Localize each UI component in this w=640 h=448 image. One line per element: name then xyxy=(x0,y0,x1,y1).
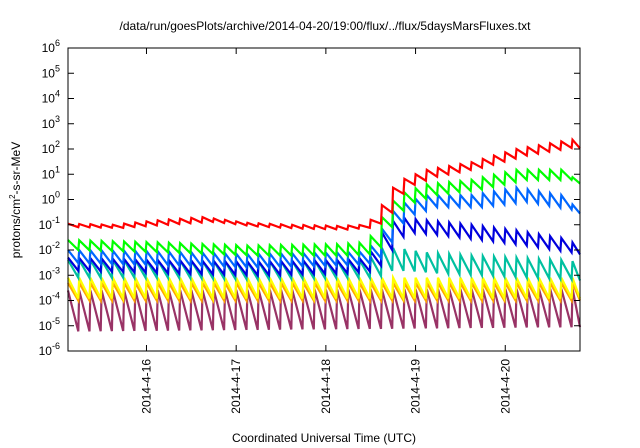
plot-frame xyxy=(67,47,581,352)
chart-title: /data/run/goesPlots/archive/2014-04-20/1… xyxy=(120,19,532,33)
y-tick-base: 10 xyxy=(39,319,53,333)
y-tick-label: 102 xyxy=(42,139,60,156)
y-tick-exponent: -3 xyxy=(52,265,60,275)
y-tick-base: 10 xyxy=(39,268,53,282)
y-tick-exponent: -5 xyxy=(52,316,60,326)
y-tick-exponent: 3 xyxy=(55,114,60,124)
y-tick-base: 10 xyxy=(42,66,56,80)
series-line xyxy=(67,137,581,231)
x-tick-label: 2014-4-18 xyxy=(319,359,333,414)
series-line xyxy=(67,167,581,259)
y-tick-base: 10 xyxy=(42,142,56,156)
y-tick-label: 100 xyxy=(42,190,60,207)
y-tick-base: 10 xyxy=(42,92,56,106)
x-tick-label: 2014-4-19 xyxy=(409,359,423,414)
x-tick-label: 2014-4-17 xyxy=(229,359,243,414)
y-tick-base: 10 xyxy=(42,117,56,131)
y-tick-label: 104 xyxy=(42,89,60,106)
y-tick-base: 10 xyxy=(42,193,56,207)
y-axis: 10-610-510-410-310-210-11001011021031041… xyxy=(39,38,580,358)
x-tick-label: 2014-4-20 xyxy=(498,359,512,414)
y-tick-exponent: 1 xyxy=(55,164,60,174)
y-tick-label: 10-4 xyxy=(39,291,60,308)
y-tick-exponent: -6 xyxy=(52,341,60,351)
y-tick-exponent: 0 xyxy=(55,190,60,200)
y-tick-label: 105 xyxy=(42,63,60,80)
y-tick-exponent: 5 xyxy=(55,63,60,73)
y-axis-label-post: -s-sr-MeV xyxy=(9,142,23,195)
series-layer xyxy=(66,137,582,332)
y-tick-label: 106 xyxy=(42,38,60,55)
x-axis: 2014-4-16 2014-4-17 2014-4-18 2014-4-19 2014… xyxy=(139,48,512,414)
y-axis-label: protons/cm2-s-sr-MeV xyxy=(8,142,23,258)
series-line xyxy=(67,273,582,303)
y-tick-exponent: 4 xyxy=(55,89,60,99)
x-axis-label: Coordinated Universal Time (UTC) xyxy=(232,431,416,445)
y-tick-exponent: -1 xyxy=(52,215,60,225)
y-tick-exponent: 6 xyxy=(55,38,60,48)
y-tick-label: 103 xyxy=(42,114,60,131)
y-tick-base: 10 xyxy=(39,344,53,358)
y-tick-label: 10-1 xyxy=(39,215,60,232)
y-tick-exponent: -4 xyxy=(52,291,60,301)
series-line xyxy=(67,184,581,271)
y-tick-base: 10 xyxy=(39,218,53,232)
y-tick-base: 10 xyxy=(42,167,56,181)
y-tick-label: 10-5 xyxy=(39,316,60,333)
y-tick-base: 10 xyxy=(39,243,53,257)
y-tick-exponent: 2 xyxy=(55,139,60,149)
y-tick-label: 10-6 xyxy=(39,341,60,358)
y-tick-exponent: -2 xyxy=(52,240,60,250)
y-axis-label-pre: protons/cm xyxy=(9,199,23,258)
y-tick-label: 10-3 xyxy=(39,265,60,282)
y-tick-label: 101 xyxy=(42,164,60,181)
y-axis-label-sup: 2 xyxy=(8,194,17,199)
y-tick-base: 10 xyxy=(39,294,53,308)
x-tick-label: 2014-4-16 xyxy=(139,359,153,414)
y-tick-base: 10 xyxy=(42,41,56,55)
y-tick-label: 10-2 xyxy=(39,240,60,257)
